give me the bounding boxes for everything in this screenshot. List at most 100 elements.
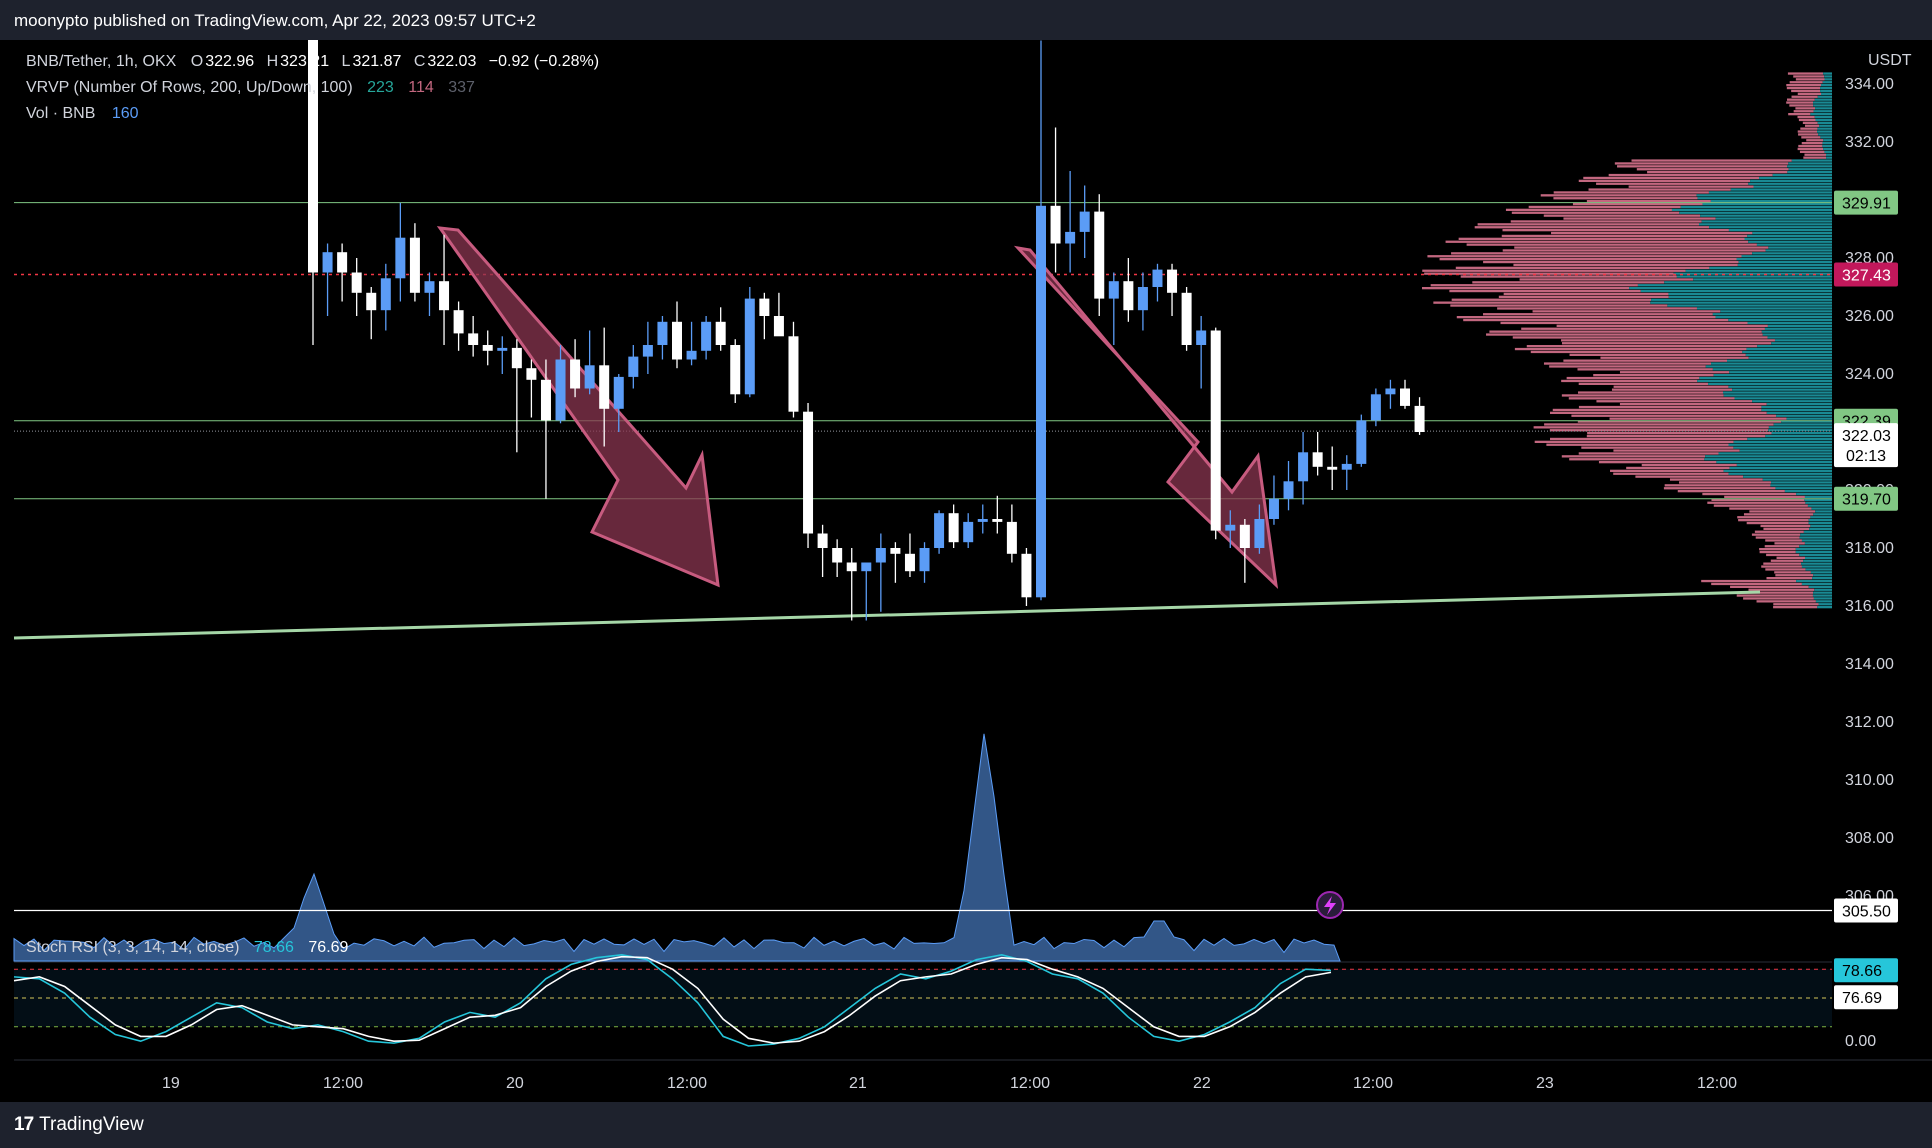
profile-down-bar	[1770, 559, 1804, 562]
profile-up-bar	[1772, 173, 1832, 177]
profile-up-bar	[1668, 292, 1832, 296]
tradingview-logo[interactable]: 17 TradingView	[14, 1114, 144, 1136]
profile-down-bar	[1763, 527, 1810, 530]
vrvp-label[interactable]: VRVP (Number Of Rows, 200, Up/Down, 100)	[26, 79, 353, 96]
profile-up-bar	[1716, 461, 1832, 464]
candle	[1152, 263, 1163, 302]
stoch-d-value: 76.69	[308, 939, 349, 956]
profile-up-bar	[1813, 101, 1832, 104]
stoch-rsi-label[interactable]: Stoch RSI (3, 3, 14, 14, close)	[26, 939, 240, 956]
candle	[817, 524, 828, 577]
profile-up-bar	[1761, 408, 1832, 412]
profile-down-bar	[1707, 501, 1806, 504]
candle-body	[1268, 498, 1279, 519]
candle	[1123, 258, 1134, 322]
candle	[351, 258, 362, 316]
profile-up-bar	[1709, 226, 1832, 229]
profile-up-bar	[1770, 484, 1832, 487]
profile-down-bar	[1608, 173, 1773, 177]
profile-up-bar	[1795, 550, 1832, 554]
candle	[366, 287, 377, 340]
candle-body	[468, 333, 479, 345]
profile-up-bar	[1762, 333, 1832, 336]
profile-down-bar	[1793, 75, 1825, 78]
volume-legend[interactable]: Vol · BNB 160	[26, 105, 141, 123]
profile-up-bar	[1759, 176, 1832, 180]
profile-up-bar	[1810, 571, 1832, 574]
candle	[322, 243, 333, 316]
profile-up-bar	[1768, 246, 1832, 249]
candle	[584, 330, 595, 395]
profile-down-bar	[1577, 391, 1723, 394]
profile-down-bar	[1764, 545, 1800, 548]
candle-body	[788, 336, 799, 412]
profile-up-bar	[1728, 318, 1832, 322]
candle-body	[322, 252, 333, 273]
profile-down-bar	[1795, 107, 1816, 110]
candle-body	[1356, 420, 1367, 464]
profile-down-bar	[1756, 600, 1816, 603]
stoch-rsi-legend[interactable]: Stoch RSI (3, 3, 14, 14, close) 78.66 76…	[26, 939, 350, 957]
profile-up-bar	[1800, 533, 1832, 536]
candle	[570, 339, 581, 398]
candle	[1239, 519, 1250, 583]
profile-down-bar	[1776, 556, 1805, 559]
candle	[672, 301, 682, 369]
profile-up-bar	[1736, 463, 1832, 467]
profile-up-bar	[1664, 281, 1832, 284]
profile-down-bar	[1512, 336, 1768, 339]
profile-up-bar	[1812, 594, 1832, 597]
chart-canvas[interactable]: USDT334.00332.00330.00328.00326.00324.00…	[0, 11, 1932, 1102]
candle	[1327, 446, 1338, 490]
profile-down-bar	[1730, 585, 1809, 588]
candle	[380, 263, 391, 331]
profile-down-bar	[1795, 78, 1825, 81]
symbol-legend[interactable]: BNB/Tether, 1h, OKX O 322.96 H 323.21 L 321…	[26, 53, 601, 71]
profile-up-bar	[1685, 269, 1832, 272]
profile-up-bar	[1824, 150, 1832, 153]
profile-up-bar	[1815, 107, 1832, 110]
candle-body	[1181, 292, 1192, 345]
profile-up-bar	[1722, 391, 1832, 394]
profile-down-bar	[1806, 139, 1824, 142]
candle	[1341, 455, 1352, 490]
profile-down-bar	[1609, 417, 1787, 420]
profile-down-bar	[1749, 510, 1816, 513]
symbol-name[interactable]: BNB/Tether, 1h, OKX	[26, 53, 177, 70]
vrvp-legend[interactable]: VRVP (Number Of Rows, 200, Up/Down, 100)…	[26, 79, 477, 97]
time-tick-label: 19	[162, 1075, 180, 1092]
profile-up-bar	[1787, 165, 1832, 168]
open-value: 322.96	[205, 53, 255, 70]
volume-label[interactable]: Vol · BNB	[26, 105, 96, 122]
candle	[1108, 272, 1119, 345]
profile-down-bar	[1773, 603, 1819, 606]
price-unit-label: USDT	[1868, 52, 1912, 69]
candle	[1298, 432, 1309, 505]
candle-body	[584, 365, 595, 389]
candle-body	[1108, 281, 1119, 299]
profile-down-bar	[1791, 89, 1821, 93]
profile-down-bar	[1773, 606, 1818, 609]
candle-body	[817, 533, 828, 548]
profile-up-bar	[1803, 559, 1832, 562]
profile-down-bar	[1510, 220, 1702, 223]
stoch-tag-k: 78.66	[1842, 963, 1882, 980]
chart-area[interactable]: USDT334.00332.00330.00328.00326.00324.00…	[0, 11, 1932, 1102]
profile-up-bar	[1823, 72, 1832, 75]
profile-down-bar	[1552, 408, 1762, 412]
profile-up-bar	[1817, 95, 1832, 98]
profile-down-bar	[1761, 565, 1802, 568]
candle	[439, 234, 450, 345]
profile-up-bar	[1699, 376, 1832, 380]
profile-down-bar	[1566, 376, 1700, 380]
candle-body	[832, 548, 843, 563]
profile-down-bar	[1766, 577, 1813, 580]
low-label: L	[341, 53, 351, 70]
profile-down-bar	[1472, 281, 1665, 284]
candle	[657, 316, 668, 360]
candle-body	[351, 272, 362, 293]
profile-up-bar	[1810, 516, 1832, 519]
profile-down-bar	[1498, 295, 1669, 298]
candle-body	[1298, 452, 1309, 482]
profile-down-bar	[1577, 420, 1782, 423]
